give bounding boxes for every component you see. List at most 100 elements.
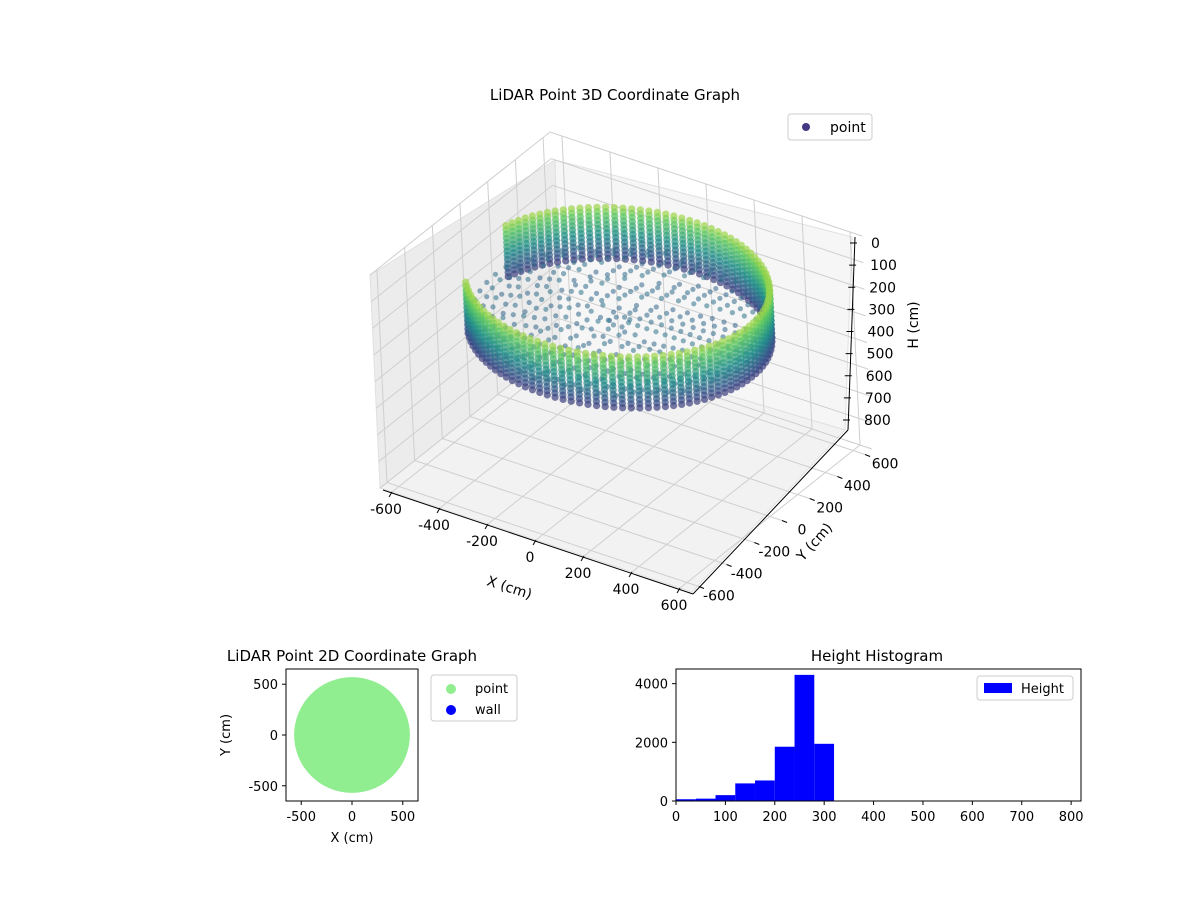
plot3d-point bbox=[604, 272, 611, 278]
plot3d-x-tick-mark bbox=[628, 571, 633, 578]
plot2d-legend-point-label: point bbox=[475, 682, 508, 697]
plot3d-point bbox=[591, 333, 597, 339]
plot3d-point bbox=[622, 292, 628, 298]
plot3d-point bbox=[680, 265, 688, 273]
plot3d-point bbox=[607, 338, 613, 344]
plot3d-point bbox=[508, 377, 516, 385]
plot3d-point bbox=[586, 340, 592, 346]
plot3d-y-tick-mark bbox=[781, 520, 788, 523]
plot3d-point bbox=[613, 314, 619, 320]
plot3d-point bbox=[533, 291, 540, 297]
histogram-y-ticks: 0 2000 4000 bbox=[635, 678, 676, 810]
plot3d-point bbox=[560, 252, 566, 258]
histogram-x-tick-label: 600 bbox=[960, 810, 985, 825]
histogram-frame bbox=[675, 668, 1082, 802]
plot3d-point bbox=[653, 329, 659, 335]
histogram-x-tick-label: 0 bbox=[672, 810, 680, 825]
plot3d-point bbox=[656, 263, 662, 269]
plot3d-x-tick-label: 400 bbox=[613, 582, 640, 598]
plot3d-point bbox=[600, 333, 606, 339]
plot3d-y-tick-label: -400 bbox=[731, 567, 763, 583]
plot3d-point bbox=[737, 306, 744, 312]
plot3d-z-ticks: 0 100 200 300 400 500 600 700 800 bbox=[843, 236, 897, 429]
plot3d-grid-z bbox=[369, 131, 863, 276]
histogram-bar bbox=[735, 783, 756, 801]
plot3d-point bbox=[515, 263, 521, 269]
plot3d-point bbox=[593, 269, 599, 275]
plot3d-point bbox=[732, 322, 738, 328]
plot3d-y-tick-mark bbox=[864, 454, 871, 457]
plot3d-x-tick-label: 600 bbox=[661, 598, 688, 614]
plot3d-point bbox=[599, 280, 605, 286]
plot3d-point bbox=[552, 334, 558, 340]
plot3d-point bbox=[645, 269, 651, 275]
plot3d-point bbox=[627, 251, 634, 257]
plot3d-point bbox=[731, 298, 737, 305]
plot3d-point bbox=[521, 313, 527, 319]
plot3d-point bbox=[529, 257, 535, 263]
plot3d-point bbox=[576, 399, 584, 407]
plot3d-point bbox=[551, 269, 557, 275]
plot3d-point bbox=[689, 341, 696, 347]
plot3d-grid-z bbox=[378, 317, 871, 462]
plot3d-point bbox=[522, 309, 528, 315]
plot3d-point bbox=[546, 337, 552, 343]
plot3d-point bbox=[622, 271, 628, 277]
plot3d-point bbox=[639, 261, 645, 267]
plot3d-point bbox=[566, 296, 572, 302]
plot3d-point bbox=[484, 279, 490, 285]
plot3d-point bbox=[547, 276, 553, 282]
plot3d-point bbox=[619, 343, 625, 350]
plot3d-point bbox=[599, 297, 605, 304]
plot3d-point bbox=[628, 288, 634, 295]
plot3d-point bbox=[551, 393, 559, 401]
plot3d-point bbox=[566, 305, 572, 311]
plot2d-x-tick-label: 500 bbox=[390, 810, 415, 825]
plot3d-point bbox=[587, 274, 593, 280]
plot3d-point bbox=[697, 313, 704, 319]
plot3d-point bbox=[710, 330, 716, 337]
plot3d-point bbox=[556, 277, 562, 283]
plot3d-point bbox=[669, 289, 675, 295]
plot3d-y-tick-label: 0 bbox=[798, 523, 807, 539]
plot3d-point bbox=[559, 395, 567, 403]
plot3d-point bbox=[708, 267, 714, 273]
histogram-bars bbox=[676, 674, 835, 801]
plot3d-point bbox=[503, 264, 509, 270]
plot3d-point bbox=[668, 325, 674, 331]
plot3d-point bbox=[701, 320, 707, 327]
plot3d-point bbox=[670, 402, 678, 410]
plot3d-point bbox=[548, 303, 554, 309]
plot3d-point bbox=[610, 247, 616, 253]
plot3d-point bbox=[692, 267, 698, 273]
plot3d-point bbox=[576, 254, 583, 260]
plot3d-point bbox=[644, 252, 651, 258]
plot3d-point bbox=[727, 386, 735, 394]
plot3d-point bbox=[724, 302, 731, 308]
plot3d-point bbox=[497, 277, 503, 283]
histogram-bar bbox=[715, 795, 736, 801]
plot3d-point bbox=[661, 403, 670, 411]
plot3d-point bbox=[584, 317, 590, 323]
plot3d-point bbox=[691, 301, 697, 307]
plot3d-point bbox=[632, 332, 638, 338]
plot3d-point bbox=[685, 399, 694, 407]
plot3d-point bbox=[540, 263, 547, 269]
plot3d-point bbox=[593, 402, 601, 410]
plot3d-y-tick-mark bbox=[754, 542, 760, 545]
plot3d-point bbox=[684, 290, 691, 296]
plot3d-point bbox=[738, 380, 746, 388]
plot3d-point bbox=[723, 292, 729, 298]
plot2d-y-tick-label: -500 bbox=[248, 780, 278, 795]
plot3d-legend-box bbox=[787, 113, 873, 141]
plot3d-point bbox=[601, 341, 608, 347]
plot2d: LiDAR Point 2D Coordinate Graph -500 0 500… bbox=[219, 647, 518, 846]
plot3d-point bbox=[582, 261, 588, 267]
histogram-x-tick-label: 700 bbox=[1009, 810, 1034, 825]
plot3d-point bbox=[645, 248, 651, 254]
plot3d-point bbox=[671, 335, 677, 341]
plot3d-y-tick-label: 200 bbox=[816, 501, 843, 517]
plot3d-point bbox=[523, 323, 529, 329]
histogram-y-tick-label: 0 bbox=[660, 795, 668, 810]
